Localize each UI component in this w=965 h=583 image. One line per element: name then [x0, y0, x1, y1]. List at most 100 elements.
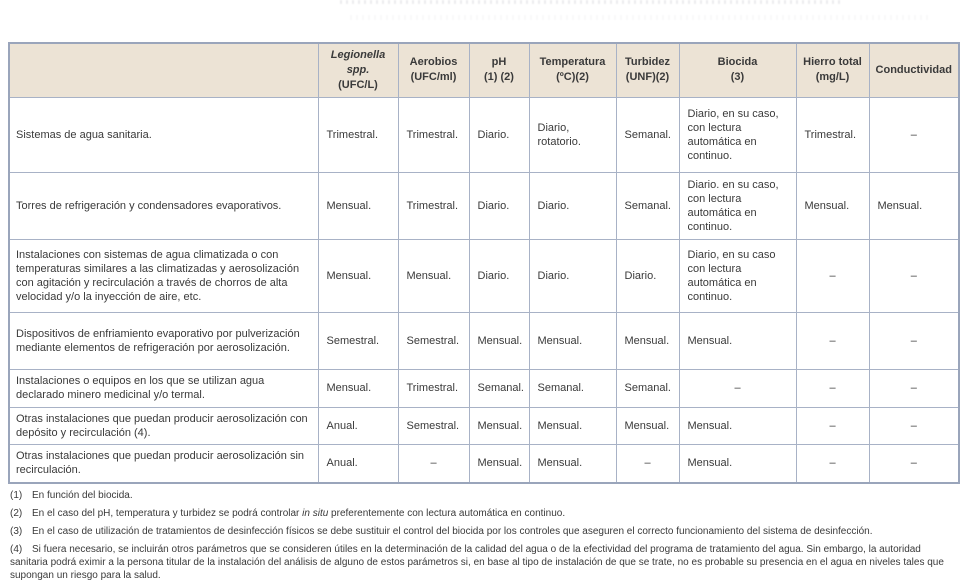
footnote-text: preferentemente con lectura automática e… — [328, 508, 566, 519]
footnote-text: En función del biocida. — [32, 490, 133, 501]
column-title: pH — [491, 56, 507, 69]
table-cell: Diario. en su caso, con lectura automáti… — [678, 171, 797, 240]
row-label-cell: Otras instalaciones que puedan producir … — [8, 443, 319, 484]
column-subtitle: (ºC)(2) — [556, 71, 589, 84]
footnote-4: (4) Si fuera necesario, se incluirán otro… — [10, 543, 954, 582]
table-cell: Diario. — [528, 171, 617, 240]
column-header-turbidez: Turbidez (UNF)(2) — [615, 42, 680, 98]
table-cell: Mensual. — [397, 238, 470, 313]
column-title: Biocida — [717, 56, 758, 69]
row-label-cell: Dispositivos de enfriamiento evaporativo… — [8, 311, 319, 370]
column-header-temperatura: Temperatura (ºC)(2) — [528, 42, 617, 98]
footnote-2: (2) En el caso del pH, temperatura y turb… — [10, 507, 954, 520]
column-subtitle: (UFC/L) — [338, 78, 378, 91]
table-cell: Anual. — [317, 406, 399, 445]
row-label-cell: Instalaciones con sistemas de agua clima… — [8, 238, 319, 313]
table-cell: Trimestral. — [795, 96, 870, 173]
table-cell: Semanal. — [615, 96, 680, 173]
table-cell: – — [868, 238, 960, 313]
faded-text-artifact — [340, 0, 840, 4]
table-cell: – — [795, 311, 870, 370]
table-cell: Semestral. — [317, 311, 399, 370]
column-header-hierro-total: Hierro total (mg/L) — [795, 42, 870, 98]
table-row: Otras instalaciones que puedan producir … — [8, 406, 960, 445]
table-cell: Semestral. — [397, 406, 470, 445]
table-cell: – — [868, 96, 960, 173]
table-cell: Diario. — [468, 96, 530, 173]
column-subtitle: (UFC/ml) — [410, 71, 457, 84]
column-header-ph: pH (1) (2) — [468, 42, 530, 98]
column-header-biocida: Biocida (3) — [678, 42, 797, 98]
table-cell: Anual. — [317, 443, 399, 484]
column-title: Turbidez — [624, 56, 670, 69]
table-cell: – — [615, 443, 680, 484]
table-cell: – — [397, 443, 470, 484]
column-subtitle: (1) (2) — [484, 71, 514, 84]
table-cell: Mensual. — [528, 311, 617, 370]
footnote-marker: (2) — [10, 508, 23, 519]
table-cell: Diario, en su caso con lectura automátic… — [678, 238, 797, 313]
column-header-legionella: Legionella spp. (UFC/L) — [317, 42, 399, 98]
column-title: Legionella spp. — [330, 48, 386, 76]
table-cell: Diario, rotatorio. — [528, 96, 617, 173]
table-cell: – — [868, 368, 960, 408]
table-cell: Mensual. — [317, 238, 399, 313]
table-cell: – — [868, 443, 960, 484]
column-header-conductividad: Conductividad — [868, 42, 960, 98]
footnote-1: (1) En función del biocida. — [10, 489, 954, 502]
footnote-marker: (3) — [10, 526, 23, 537]
table-cell: Mensual. — [317, 171, 399, 240]
table-cell: Diario, en su caso, con lectura automáti… — [678, 96, 797, 173]
footnote-text-italic: in situ — [302, 508, 329, 519]
table-cell: – — [868, 311, 960, 370]
column-header-installations — [8, 42, 319, 98]
column-header-aerobios: Aerobios (UFC/ml) — [397, 42, 470, 98]
table-cell: Mensual. — [528, 406, 617, 445]
table-cell: Diario. — [468, 171, 530, 240]
table-cell: Mensual. — [678, 311, 797, 370]
table-cell: Mensual. — [468, 443, 530, 484]
row-label-cell: Torres de refrigeración y condensadores … — [8, 171, 319, 240]
table-row: Dispositivos de enfriamiento evaporativo… — [8, 311, 960, 370]
table-cell: – — [795, 238, 870, 313]
column-title: Conductividad — [875, 63, 952, 76]
column-title: Aerobios — [409, 56, 458, 69]
footnote-marker: (1) — [10, 490, 23, 501]
faded-text-artifact — [350, 15, 930, 20]
column-title: Temperatura — [539, 56, 606, 69]
table-cell: Semanal. — [615, 171, 680, 240]
footnote-text: Si fuera necesario, se incluirán otros p… — [10, 544, 944, 581]
table-row: Torres de refrigeración y condensadores … — [8, 171, 960, 240]
table-cell: Mensual. — [317, 368, 399, 408]
table-cell: Semanal. — [615, 368, 680, 408]
table-cell: Trimestral. — [397, 171, 470, 240]
table-cell: Diario. — [615, 238, 680, 313]
table-cell: Diario. — [528, 238, 617, 313]
row-label-cell: Otras instalaciones que puedan producir … — [8, 406, 319, 445]
table-cell: Mensual. — [678, 443, 797, 484]
column-title: Hierro total — [803, 56, 862, 69]
table-header: Legionella spp. (UFC/L) Aerobios (UFC/ml… — [8, 42, 960, 98]
table-cell: Mensual. — [615, 406, 680, 445]
table-body: Sistemas de agua sanitaria. Trimestral. Tr… — [8, 96, 960, 484]
table-cell: Mensual. — [678, 406, 797, 445]
table-cell: Mensual. — [868, 171, 960, 240]
footnote-text: En el caso del pH, temperatura y turbide… — [32, 508, 303, 519]
footnote-marker: (4) — [10, 544, 23, 555]
table-row: Instalaciones con sistemas de agua clima… — [8, 238, 960, 313]
header-row: Legionella spp. (UFC/L) Aerobios (UFC/ml… — [8, 42, 960, 98]
column-subtitle: (mg/L) — [815, 71, 850, 84]
table-cell: Mensual. — [795, 171, 870, 240]
table-cell: – — [795, 406, 870, 445]
table-cell: Mensual. — [468, 311, 530, 370]
table-cell: Semanal. — [528, 368, 617, 408]
table-cell: Mensual. — [615, 311, 680, 370]
table-cell: – — [795, 368, 870, 408]
table-cell: Mensual. — [528, 443, 617, 484]
table-row: Otras instalaciones que puedan producir … — [8, 443, 960, 484]
table-row: Sistemas de agua sanitaria. Trimestral. Tr… — [8, 96, 960, 173]
row-label-cell: Instalaciones o equipos en los que se ut… — [8, 368, 319, 408]
table-cell: Semanal. — [468, 368, 530, 408]
table-cell: Trimestral. — [317, 96, 399, 173]
